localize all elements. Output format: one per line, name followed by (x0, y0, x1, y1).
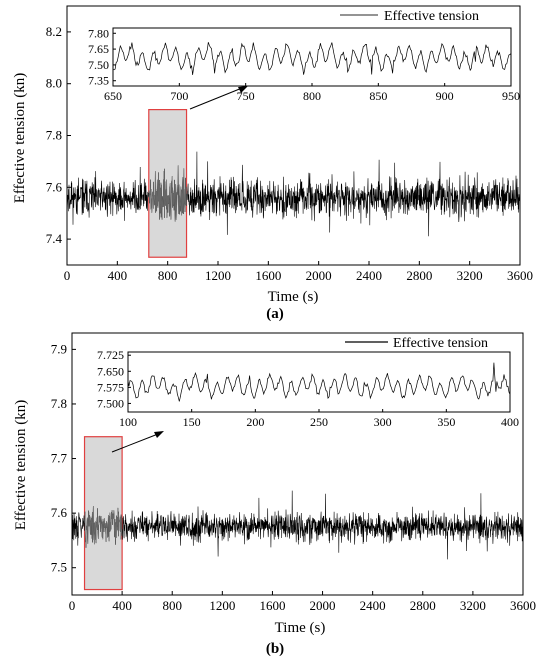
panel-b-plot-frame (71, 332, 524, 596)
panel-b-label: (b) (266, 641, 284, 657)
y-tick-label: 7.7 (51, 451, 68, 466)
inset-x-tick-label: 700 (170, 89, 188, 103)
panel-b-inset-x-axis: 100 150 200 250 300 350 400 (119, 409, 519, 429)
inset-y-tick-label: 7.575 (97, 380, 124, 394)
x-tick-label: 800 (158, 268, 178, 283)
x-tick-label: 3600 (507, 268, 533, 283)
inset-x-tick-label: 300 (374, 415, 392, 429)
inset-series-line (112, 42, 512, 75)
inset-x-tick-label: 150 (183, 415, 201, 429)
panel-b-inset: 100 150 200 250 300 350 400 7.500 7.575 7.650 7.7… (97, 348, 519, 429)
panel-b-y-axis: 7.5 7.6 7.7 7.8 7.9 (51, 341, 76, 575)
y-tick-label: 8.2 (46, 24, 62, 39)
y-tick-label: 7.6 (51, 505, 68, 520)
panel-b-zoom-arrow (111, 431, 164, 453)
y-tick-label: 7.9 (51, 341, 67, 356)
panel-a-y-axis: 7.4 7.6 7.8 8.0 8.2 (46, 24, 71, 246)
inset-y-tick-label: 7.65 (88, 42, 109, 56)
inset-x-tick-label: 800 (303, 89, 321, 103)
panel-a-legend: Effective tension (340, 9, 479, 24)
highlight-region (148, 108, 188, 258)
x-tick-label: 0 (64, 268, 71, 283)
panel-a-x-axis-label: Time (s) (268, 289, 319, 305)
panel-a: 0 400 800 1200 1600 2000 2400 2800 3200 3600 7.47… (12, 5, 533, 322)
x-tick-label: 2400 (360, 598, 386, 613)
inset-background (128, 352, 510, 412)
x-tick-label: 400 (108, 268, 128, 283)
x-tick-label: 800 (162, 598, 182, 613)
y-tick-label: 7.4 (46, 231, 63, 246)
tension-series-line (71, 490, 524, 560)
panel-a-label: (a) (266, 306, 284, 322)
x-tick-label: 2800 (410, 598, 436, 613)
inset-x-tick-label: 350 (437, 415, 455, 429)
panel-a-zoom-arrow (189, 86, 248, 110)
highlight-region (83, 436, 123, 591)
inset-y-tick-label: 7.35 (88, 74, 109, 88)
x-tick-label: 2800 (406, 268, 432, 283)
highlight-series-line (84, 506, 123, 548)
panel-a-y-axis-label: Effective tension (kn) (12, 73, 28, 204)
panel-a-inset-series (112, 28, 512, 86)
panel-b-y-axis-label: Effective tension (kn) (13, 400, 29, 531)
panel-b-x-axis-label: Time (s) (275, 620, 326, 636)
inset-y-tick-label: 7.50 (88, 58, 109, 72)
inset-y-tick-label: 7.650 (97, 364, 124, 378)
inset-x-tick-label: 100 (119, 415, 137, 429)
x-tick-label: 3200 (457, 268, 483, 283)
y-tick-label: 7.8 (46, 128, 62, 143)
x-tick-label: 3600 (510, 598, 536, 613)
y-tick-label: 7.6 (46, 179, 63, 194)
panel-b-inset-series (127, 352, 511, 412)
inset-x-tick-label: 950 (502, 89, 520, 103)
inset-y-tick-label: 7.80 (88, 26, 109, 40)
x-tick-label: 2400 (356, 268, 382, 283)
panel-b-legend: Effective tension (345, 336, 488, 351)
x-tick-label: 2000 (306, 268, 332, 283)
inset-x-tick-label: 650 (104, 89, 122, 103)
highlight-series-line (148, 165, 187, 222)
x-tick-label: 1200 (205, 268, 231, 283)
x-tick-label: 1200 (209, 598, 235, 613)
inset-x-tick-label: 900 (436, 89, 454, 103)
panel-a-legend-text: Effective tension (384, 9, 479, 24)
panel-a-x-axis: 0 400 800 1200 1600 2000 2400 2800 3200 3600 (64, 261, 533, 283)
y-tick-label: 7.8 (51, 396, 67, 411)
x-tick-label: 1600 (259, 598, 285, 613)
inset-background (113, 28, 511, 86)
inset-x-tick-label: 750 (237, 89, 255, 103)
inset-x-tick-label: 200 (246, 415, 264, 429)
inset-x-tick-label: 400 (501, 415, 519, 429)
x-tick-label: 1600 (255, 268, 281, 283)
inset-y-tick-label: 7.725 (97, 348, 124, 362)
x-tick-label: 0 (69, 598, 76, 613)
x-tick-label: 2000 (310, 598, 336, 613)
inset-y-tick-label: 7.500 (97, 396, 124, 410)
panel-b-x-axis: 0 400 800 1200 1600 2000 2400 2800 3200 3600 (69, 591, 536, 613)
inset-x-tick-label: 250 (310, 415, 328, 429)
panel-a-series (66, 108, 521, 258)
inset-series-line (127, 362, 511, 402)
panel-b-inset-y-axis: 7.500 7.575 7.650 7.725 (97, 348, 131, 410)
inset-x-tick-label: 850 (369, 89, 387, 103)
tension-series-line (66, 151, 521, 237)
y-tick-label: 8.0 (46, 76, 62, 91)
y-tick-label: 7.5 (51, 560, 67, 575)
x-tick-label: 3200 (460, 598, 486, 613)
x-tick-label: 400 (112, 598, 132, 613)
panel-b-legend-text: Effective tension (393, 336, 488, 351)
panel-a-inset-y-axis: 7.35 7.50 7.65 7.80 (88, 26, 116, 88)
panel-b: 0 400 800 1200 1600 2000 2400 2800 3200 3600 7.57… (13, 332, 536, 657)
panel-a-inset: 650 700 750 800 850 900 950 7.35 7.50 7.65 7.80 (88, 26, 520, 103)
panel-b-series (71, 436, 524, 591)
